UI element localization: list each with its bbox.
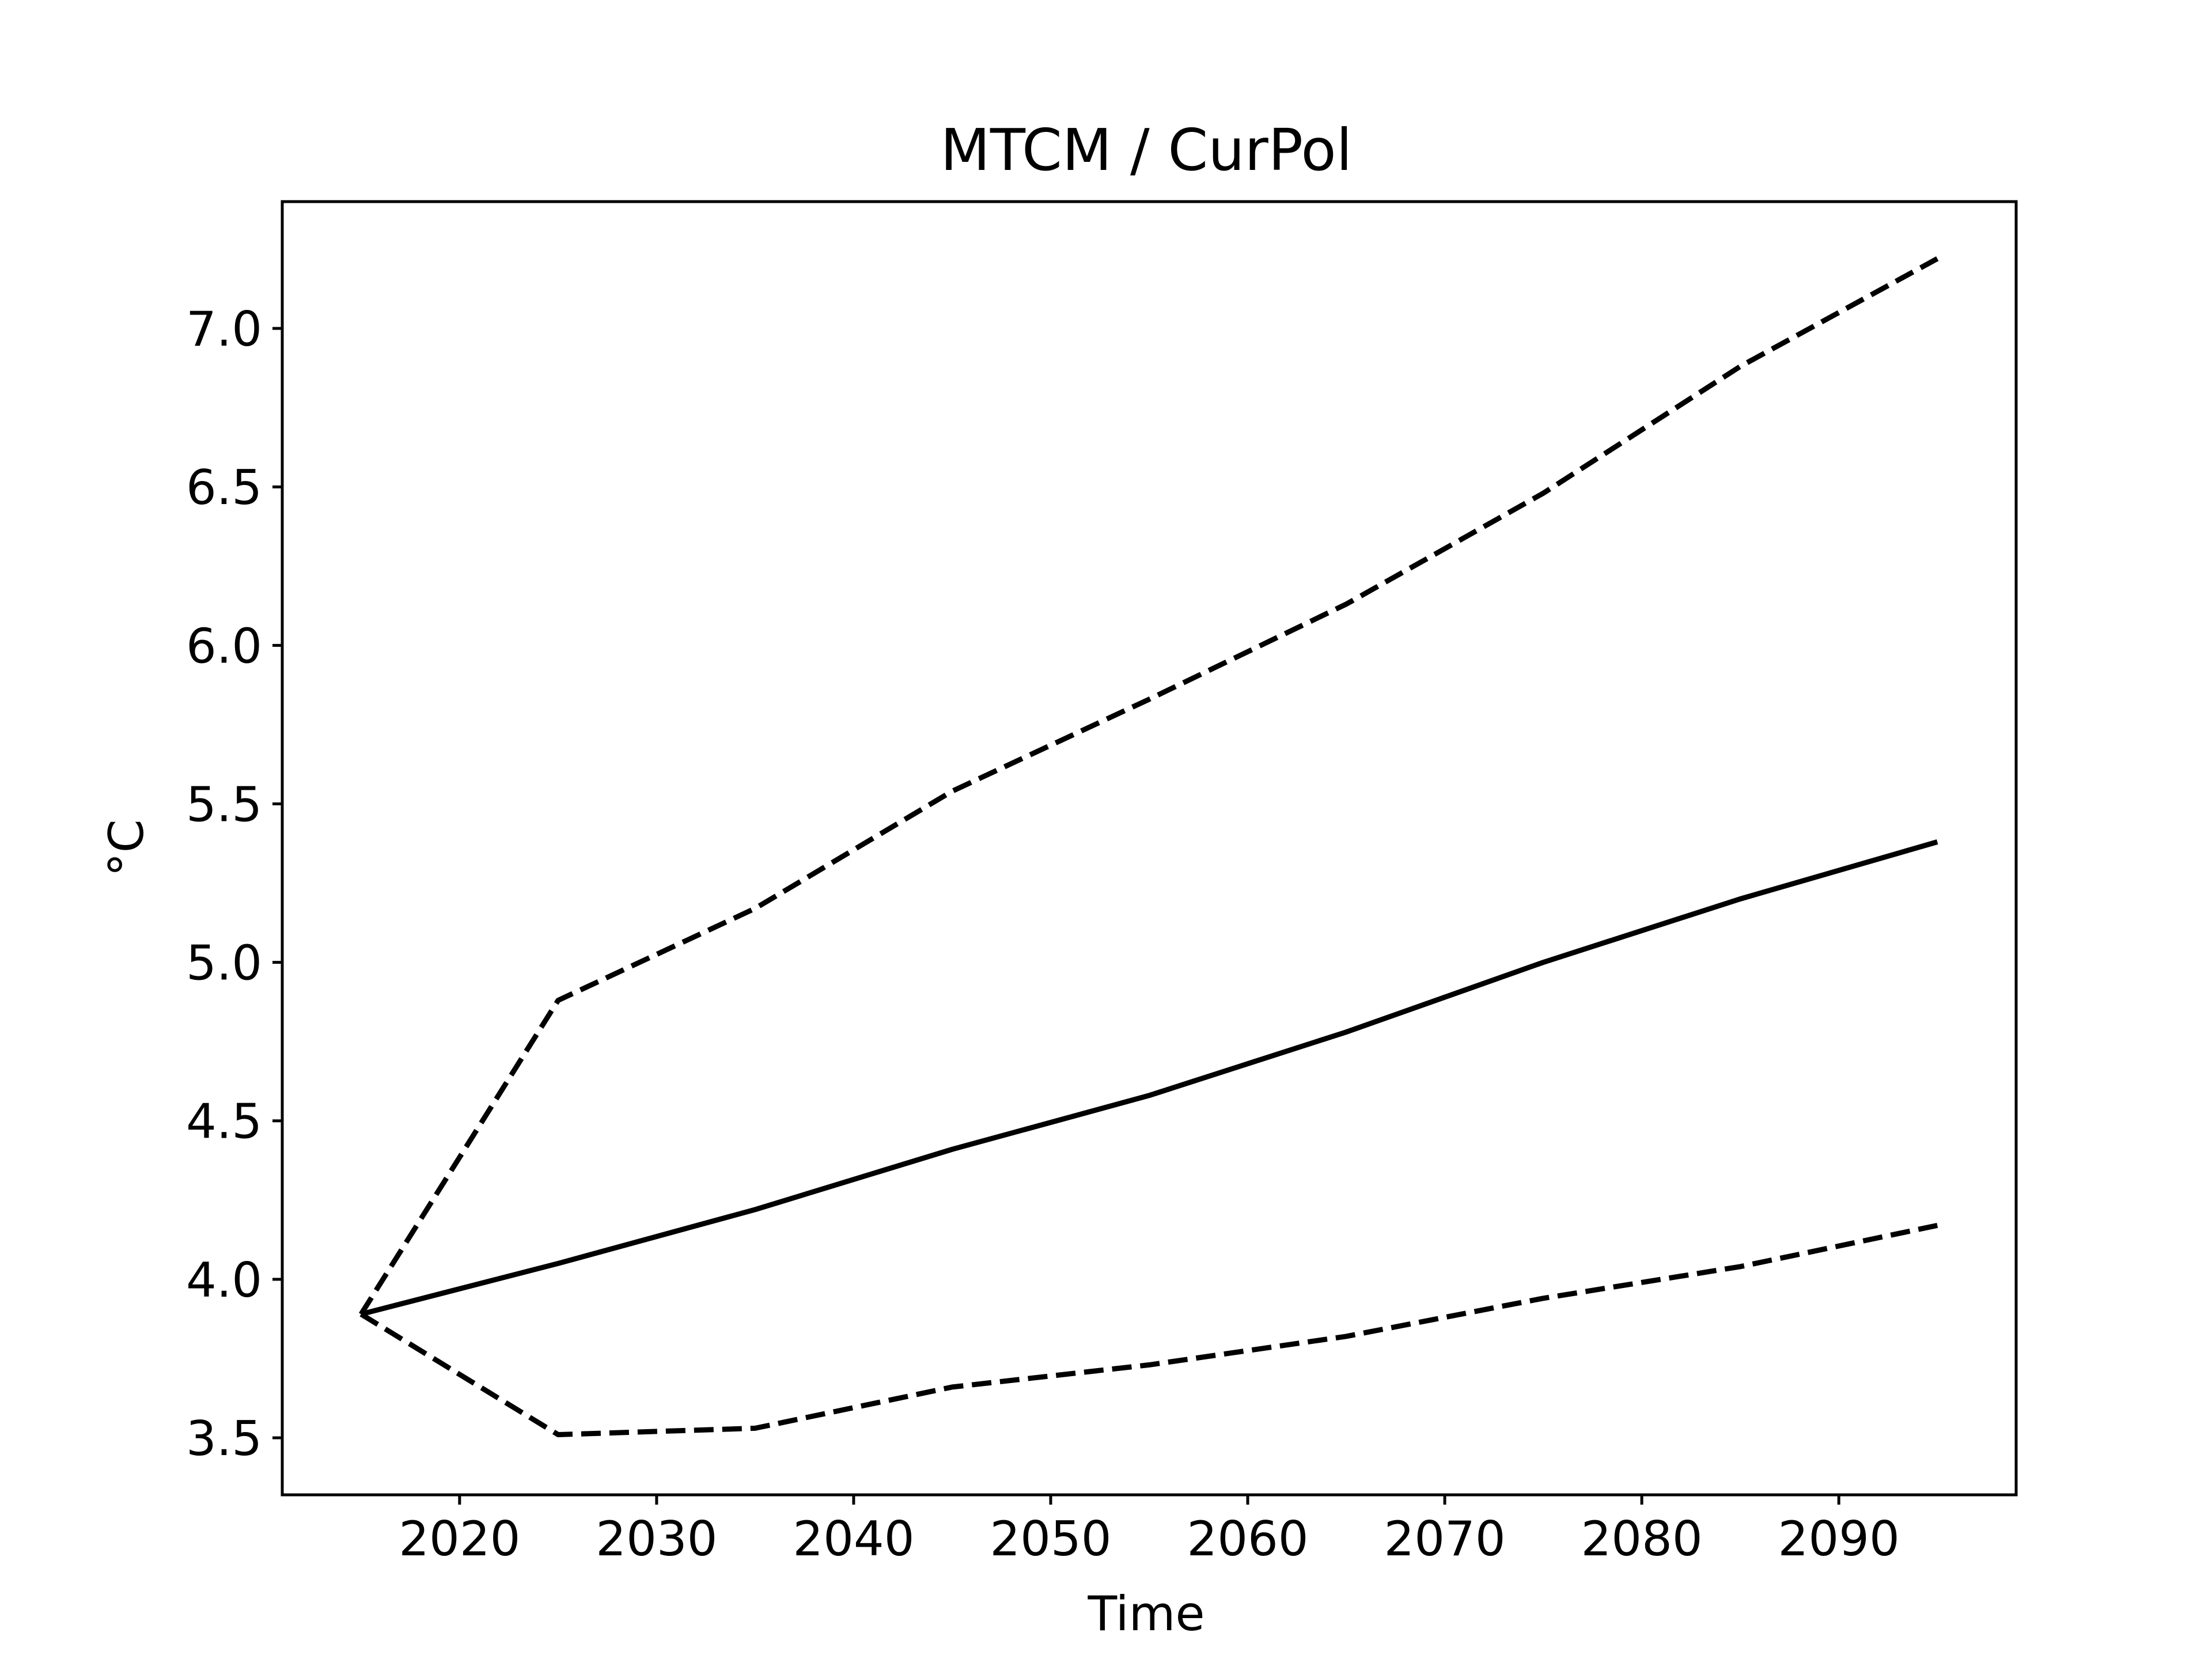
x-tick-label: 2030	[596, 1511, 717, 1567]
y-tick-label: 7.0	[186, 301, 262, 357]
x-tick-label: 2090	[1778, 1511, 1900, 1567]
y-tick-label: 4.0	[186, 1252, 262, 1308]
chart-title: MTCM / CurPol	[941, 116, 1353, 184]
y-tick-label: 5.0	[186, 935, 262, 991]
series-line-1	[360, 839, 1938, 1317]
x-tick-label: 2060	[1187, 1511, 1308, 1567]
x-tick-label: 2040	[793, 1511, 914, 1567]
x-tick-label: 2080	[1581, 1511, 1702, 1567]
y-tick-label: 6.0	[186, 618, 262, 674]
x-tick-label: 2070	[1384, 1511, 1505, 1567]
x-axis: 2020 2030 2040 2050 2060 2070 2080 2090	[399, 1495, 1900, 1567]
y-tick-label: 4.5	[186, 1094, 262, 1150]
series-line-2	[358, 256, 1939, 1316]
y-axis-label: °C	[99, 819, 154, 876]
plot-frame	[281, 200, 2018, 1497]
y-axis: 3.5 4.0 4.5 5.0 5.5 6.0 6.5 7.0	[186, 301, 282, 1467]
x-tick-label: 2050	[990, 1511, 1111, 1567]
y-tick-label: 5.5	[186, 777, 262, 832]
y-tick-label: 3.5	[186, 1411, 262, 1467]
x-tick-label: 2020	[399, 1511, 520, 1567]
y-tick-label: 6.5	[186, 460, 262, 516]
series-line-3	[359, 1222, 1938, 1437]
series-layer	[358, 256, 1939, 1437]
x-axis-label: Time	[1087, 1586, 1205, 1642]
